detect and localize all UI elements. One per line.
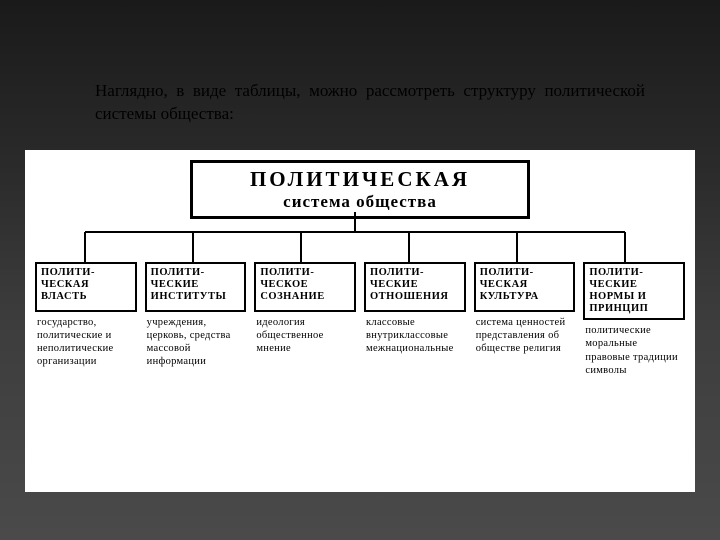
column-4-body: классовые внутриклассовые межнациональны… bbox=[364, 312, 466, 359]
column-5-header: ПОЛИТИ-ЧЕСКАЯ КУЛЬТУРА bbox=[474, 262, 576, 312]
column-1: ПОЛИТИ-ЧЕСКАЯ ВЛАСТЬ государство, полити… bbox=[35, 262, 137, 381]
column-4-header: ПОЛИТИ-ЧЕСКИЕ ОТНОШЕНИЯ bbox=[364, 262, 466, 312]
column-2-header: ПОЛИТИ-ЧЕСКИЕ ИНСТИТУТЫ bbox=[145, 262, 247, 312]
column-2: ПОЛИТИ-ЧЕСКИЕ ИНСТИТУТЫ учреждения, церк… bbox=[145, 262, 247, 381]
column-3: ПОЛИТИ-ЧЕСКОЕ СОЗНАНИЕ идеология обществ… bbox=[254, 262, 356, 381]
intro-text: Наглядно, в виде таблицы, можно рассмотр… bbox=[95, 80, 645, 126]
column-1-body: государство, политические и неполитическ… bbox=[35, 312, 137, 373]
diagram-panel: ПОЛИТИЧЕСКАЯ система общества ПОЛИТИ-ЧЕС… bbox=[25, 150, 695, 492]
column-3-header: ПОЛИТИ-ЧЕСКОЕ СОЗНАНИЕ bbox=[254, 262, 356, 312]
main-title-line2: система общества bbox=[201, 192, 519, 212]
column-4: ПОЛИТИ-ЧЕСКИЕ ОТНОШЕНИЯ классовые внутри… bbox=[364, 262, 466, 381]
column-2-body: учреждения, церковь, средства массовой и… bbox=[145, 312, 247, 373]
column-6-body: политические моральные правовые традиции… bbox=[583, 320, 685, 381]
column-3-body: идеология общественное мнение bbox=[254, 312, 356, 359]
column-6: ПОЛИТИ-ЧЕСКИЕ НОРМЫ И ПРИНЦИП политическ… bbox=[583, 262, 685, 381]
connector-lines bbox=[25, 212, 695, 262]
column-1-header: ПОЛИТИ-ЧЕСКАЯ ВЛАСТЬ bbox=[35, 262, 137, 312]
column-6-header: ПОЛИТИ-ЧЕСКИЕ НОРМЫ И ПРИНЦИП bbox=[583, 262, 685, 320]
column-5-body: система ценностей представления об общес… bbox=[474, 312, 576, 359]
column-5: ПОЛИТИ-ЧЕСКАЯ КУЛЬТУРА система ценностей… bbox=[474, 262, 576, 381]
main-title-line1: ПОЛИТИЧЕСКАЯ bbox=[201, 167, 519, 192]
main-title-box: ПОЛИТИЧЕСКАЯ система общества bbox=[190, 160, 530, 219]
columns-row: ПОЛИТИ-ЧЕСКАЯ ВЛАСТЬ государство, полити… bbox=[35, 262, 685, 381]
